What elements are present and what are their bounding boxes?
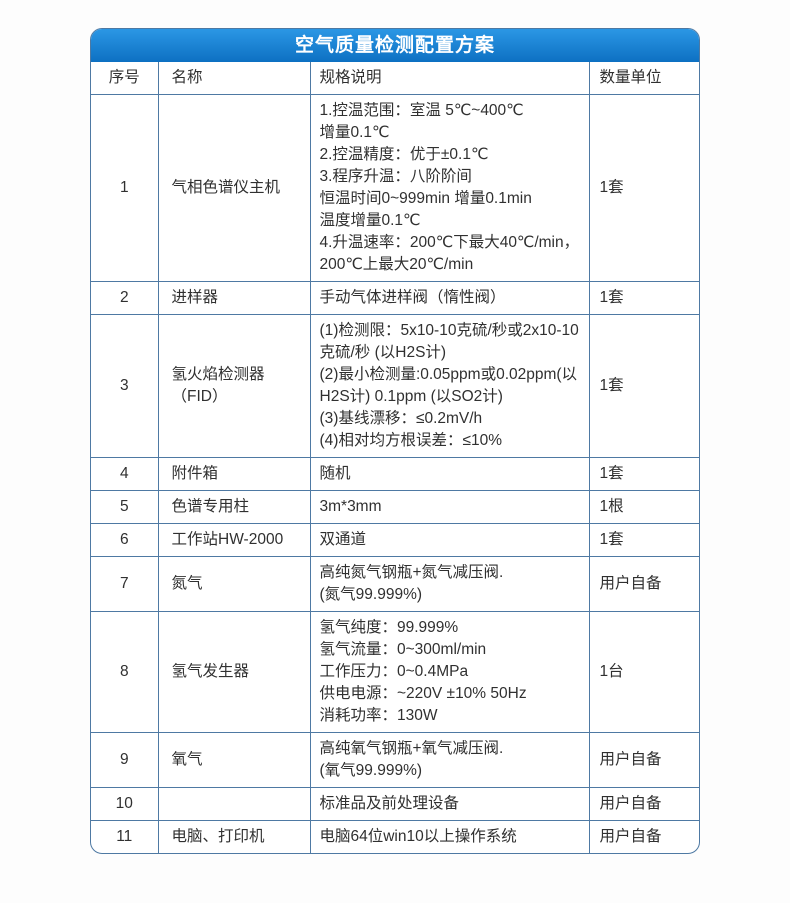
table-row: 1 气相色谱仪主机 1.控温范围：室温 5℃~400℃ 增量0.1℃ 2.控温精度：优于… — [91, 94, 699, 282]
spec-line: 200℃上最大20℃/min — [319, 256, 474, 273]
row-spec-cell: 高纯氧气钢瓶+氧气减压阀. (氧气99.999%) — [310, 732, 590, 788]
row-spec-cell: 电脑64位win10以上操作系统 — [310, 820, 590, 853]
spec-line: (2)最小检测量:0.05ppm或0.02ppm(以H2S计) 0.1ppm (… — [319, 366, 578, 405]
row-quantity-cell: 1套 — [589, 281, 699, 315]
spec-line: (氮气99.999%) — [319, 586, 423, 603]
spec-line: 标准品及前处理设备 — [319, 795, 460, 812]
col-header-name: 名称 — [158, 62, 311, 95]
row-quantity-cell: 1根 — [589, 490, 699, 524]
row-name-cell: 色谱专用柱 — [158, 490, 311, 524]
spec-line: 氢气纯度：99.999% — [319, 619, 459, 636]
row-number-cell: 7 — [91, 556, 159, 612]
spec-line: 随机 — [319, 465, 351, 482]
row-number-cell: 8 — [91, 611, 159, 733]
spec-line: 电脑64位win10以上操作系统 — [319, 828, 517, 845]
row-number-cell: 3 — [91, 314, 159, 458]
row-number-cell: 6 — [91, 523, 159, 557]
spec-line: 1.控温范围：室温 5℃~400℃ — [319, 102, 524, 119]
row-spec-cell: 随机 — [310, 457, 590, 491]
row-name-cell: 进样器 — [158, 281, 311, 315]
row-name-cell: 工作站HW-2000 — [158, 523, 311, 557]
row-quantity-cell: 用户自备 — [599, 828, 662, 845]
spec-line: 4.升温速率：200℃下最大40℃/min， — [319, 234, 580, 251]
col-header-qty: 数量单位 — [589, 62, 699, 95]
spec-line: 工作压力：0~0.4MPa — [319, 663, 469, 680]
table-row: 6 工作站HW-2000 双通道 1套 — [91, 523, 699, 557]
row-quantity-cell: 1台 — [589, 611, 699, 733]
spec-line: 高纯氮气钢瓶+氮气减压阀. — [319, 564, 504, 581]
spec-line: 高纯氧气钢瓶+氧气减压阀. — [319, 740, 504, 757]
spec-line: 增量0.1℃ — [319, 124, 390, 141]
table-row: 10 标准品及前处理设备 用户自备 — [91, 787, 699, 821]
row-spec-cell: 标准品及前处理设备 — [310, 787, 590, 821]
spec-line: 供电电源：~220V ±10% 50Hz — [319, 685, 527, 702]
spec-line: 手动气体进样阀（惰性阀） — [319, 289, 506, 306]
table-row: 7 氮气 高纯氮气钢瓶+氮气减压阀. (氮气99.999%) 用户自备 — [91, 556, 699, 612]
row-quantity-cell: 1套 — [589, 314, 699, 458]
table-title: 空气质量检测配置方案 — [91, 29, 699, 62]
row-name-cell: 氢火焰检测器（FID） — [158, 314, 311, 458]
row-number-cell: 11 — [91, 820, 159, 853]
row-spec-cell: 双通道 — [310, 523, 590, 557]
row-quantity-cell: 用户自备 — [589, 556, 699, 612]
row-quantity-cell: 用户自备 — [589, 732, 699, 788]
row-quantity-cell: 1套 — [589, 457, 699, 491]
spec-line: 温度增量0.1℃ — [319, 212, 421, 229]
table-row: 3 氢火焰检测器（FID） (1)检测限：5x10-10克硫/秒或2x10-10克硫… — [91, 314, 699, 458]
row-number-cell: 9 — [91, 732, 159, 788]
row-name-cell: 气相色谱仪主机 — [158, 94, 311, 282]
row-spec-cell: 高纯氮气钢瓶+氮气减压阀. (氮气99.999%) — [310, 556, 590, 612]
row-name-cell: 电脑、打印机 — [158, 820, 311, 853]
spec-line: 双通道 — [319, 531, 367, 548]
spec-line: 恒温时间0~999min 增量0.1min — [319, 190, 532, 207]
row-quantity-cell: 用户自备 — [589, 787, 699, 821]
row-name-cell: 氮气 — [158, 556, 311, 612]
row-number-cell: 5 — [91, 490, 159, 524]
row-name-cell: 附件箱 — [158, 457, 311, 491]
row-name-cell: 氧气 — [158, 732, 311, 788]
spec-line: 3.程序升温：八阶阶间 — [319, 168, 472, 185]
table-body: 1 气相色谱仪主机 1.控温范围：室温 5℃~400℃ 增量0.1℃ 2.控温精度：优于… — [91, 94, 699, 853]
table-row: 4 附件箱 随机 1套 — [91, 457, 699, 491]
spec-line: 3m*3mm — [319, 498, 382, 515]
col-header-no: 序号 — [91, 62, 159, 95]
row-number-cell: 10 — [91, 787, 159, 821]
row-quantity-cell: 1套 — [589, 523, 699, 557]
row-spec-cell: 3m*3mm — [310, 490, 590, 524]
table-row: 9 氧气 高纯氧气钢瓶+氧气减压阀. (氧气99.999%) 用户自备 — [91, 732, 699, 788]
row-spec-cell: 1.控温范围：室温 5℃~400℃ 增量0.1℃ 2.控温精度：优于±0.1℃ 3.程… — [310, 94, 590, 282]
table-row: 11 电脑、打印机 电脑64位win10以上操作系统 用户自备 — [91, 820, 699, 853]
header-row: 序号 名称 规格说明 数量单位 — [91, 62, 699, 95]
row-number-cell: 4 — [91, 457, 159, 491]
row-quantity-cell: 1套 — [589, 94, 699, 282]
spec-line: (4)相对均方根误差：≤10% — [319, 432, 502, 449]
row-name-cell: 氢气发生器 — [158, 611, 311, 733]
table-row: 8 氢气发生器 氢气纯度：99.999% 氢气流量：0~300ml/min 工作压力：0… — [91, 611, 699, 733]
col-header-spec: 规格说明 — [310, 62, 590, 95]
row-spec-cell: 手动气体进样阀（惰性阀） — [310, 281, 590, 315]
spec-line: (3)基线漂移：≤0.2mV/h — [319, 410, 483, 427]
row-name-cell — [158, 787, 311, 821]
spec-line: 2.控温精度：优于±0.1℃ — [319, 146, 489, 163]
spec-line: 氢气流量：0~300ml/min — [319, 641, 487, 658]
spec-line: (氧气99.999%) — [319, 762, 423, 779]
table-row: 5 色谱专用柱 3m*3mm 1根 — [91, 490, 699, 524]
spec-table-card: 空气质量检测配置方案 序号 名称 规格说明 数量单位 1 气相色谱仪主机 1.控温范… — [90, 28, 700, 854]
row-number-cell: 2 — [91, 281, 159, 315]
row-spec-cell: 氢气纯度：99.999% 氢气流量：0~300ml/min 工作压力：0~0.4MP… — [310, 611, 590, 733]
row-number-cell: 1 — [91, 94, 159, 282]
spec-table: 序号 名称 规格说明 数量单位 1 气相色谱仪主机 1.控温范围：室温 5℃~400… — [91, 62, 699, 853]
table-row: 2 进样器 手动气体进样阀（惰性阀） 1套 — [91, 281, 699, 315]
row-spec-cell: (1)检测限：5x10-10克硫/秒或2x10-10克硫/秒 (以H2S计) (2… — [310, 314, 590, 458]
spec-line: 消耗功率：130W — [319, 707, 438, 724]
spec-line: (1)检测限：5x10-10克硫/秒或2x10-10克硫/秒 (以H2S计) — [319, 322, 579, 361]
